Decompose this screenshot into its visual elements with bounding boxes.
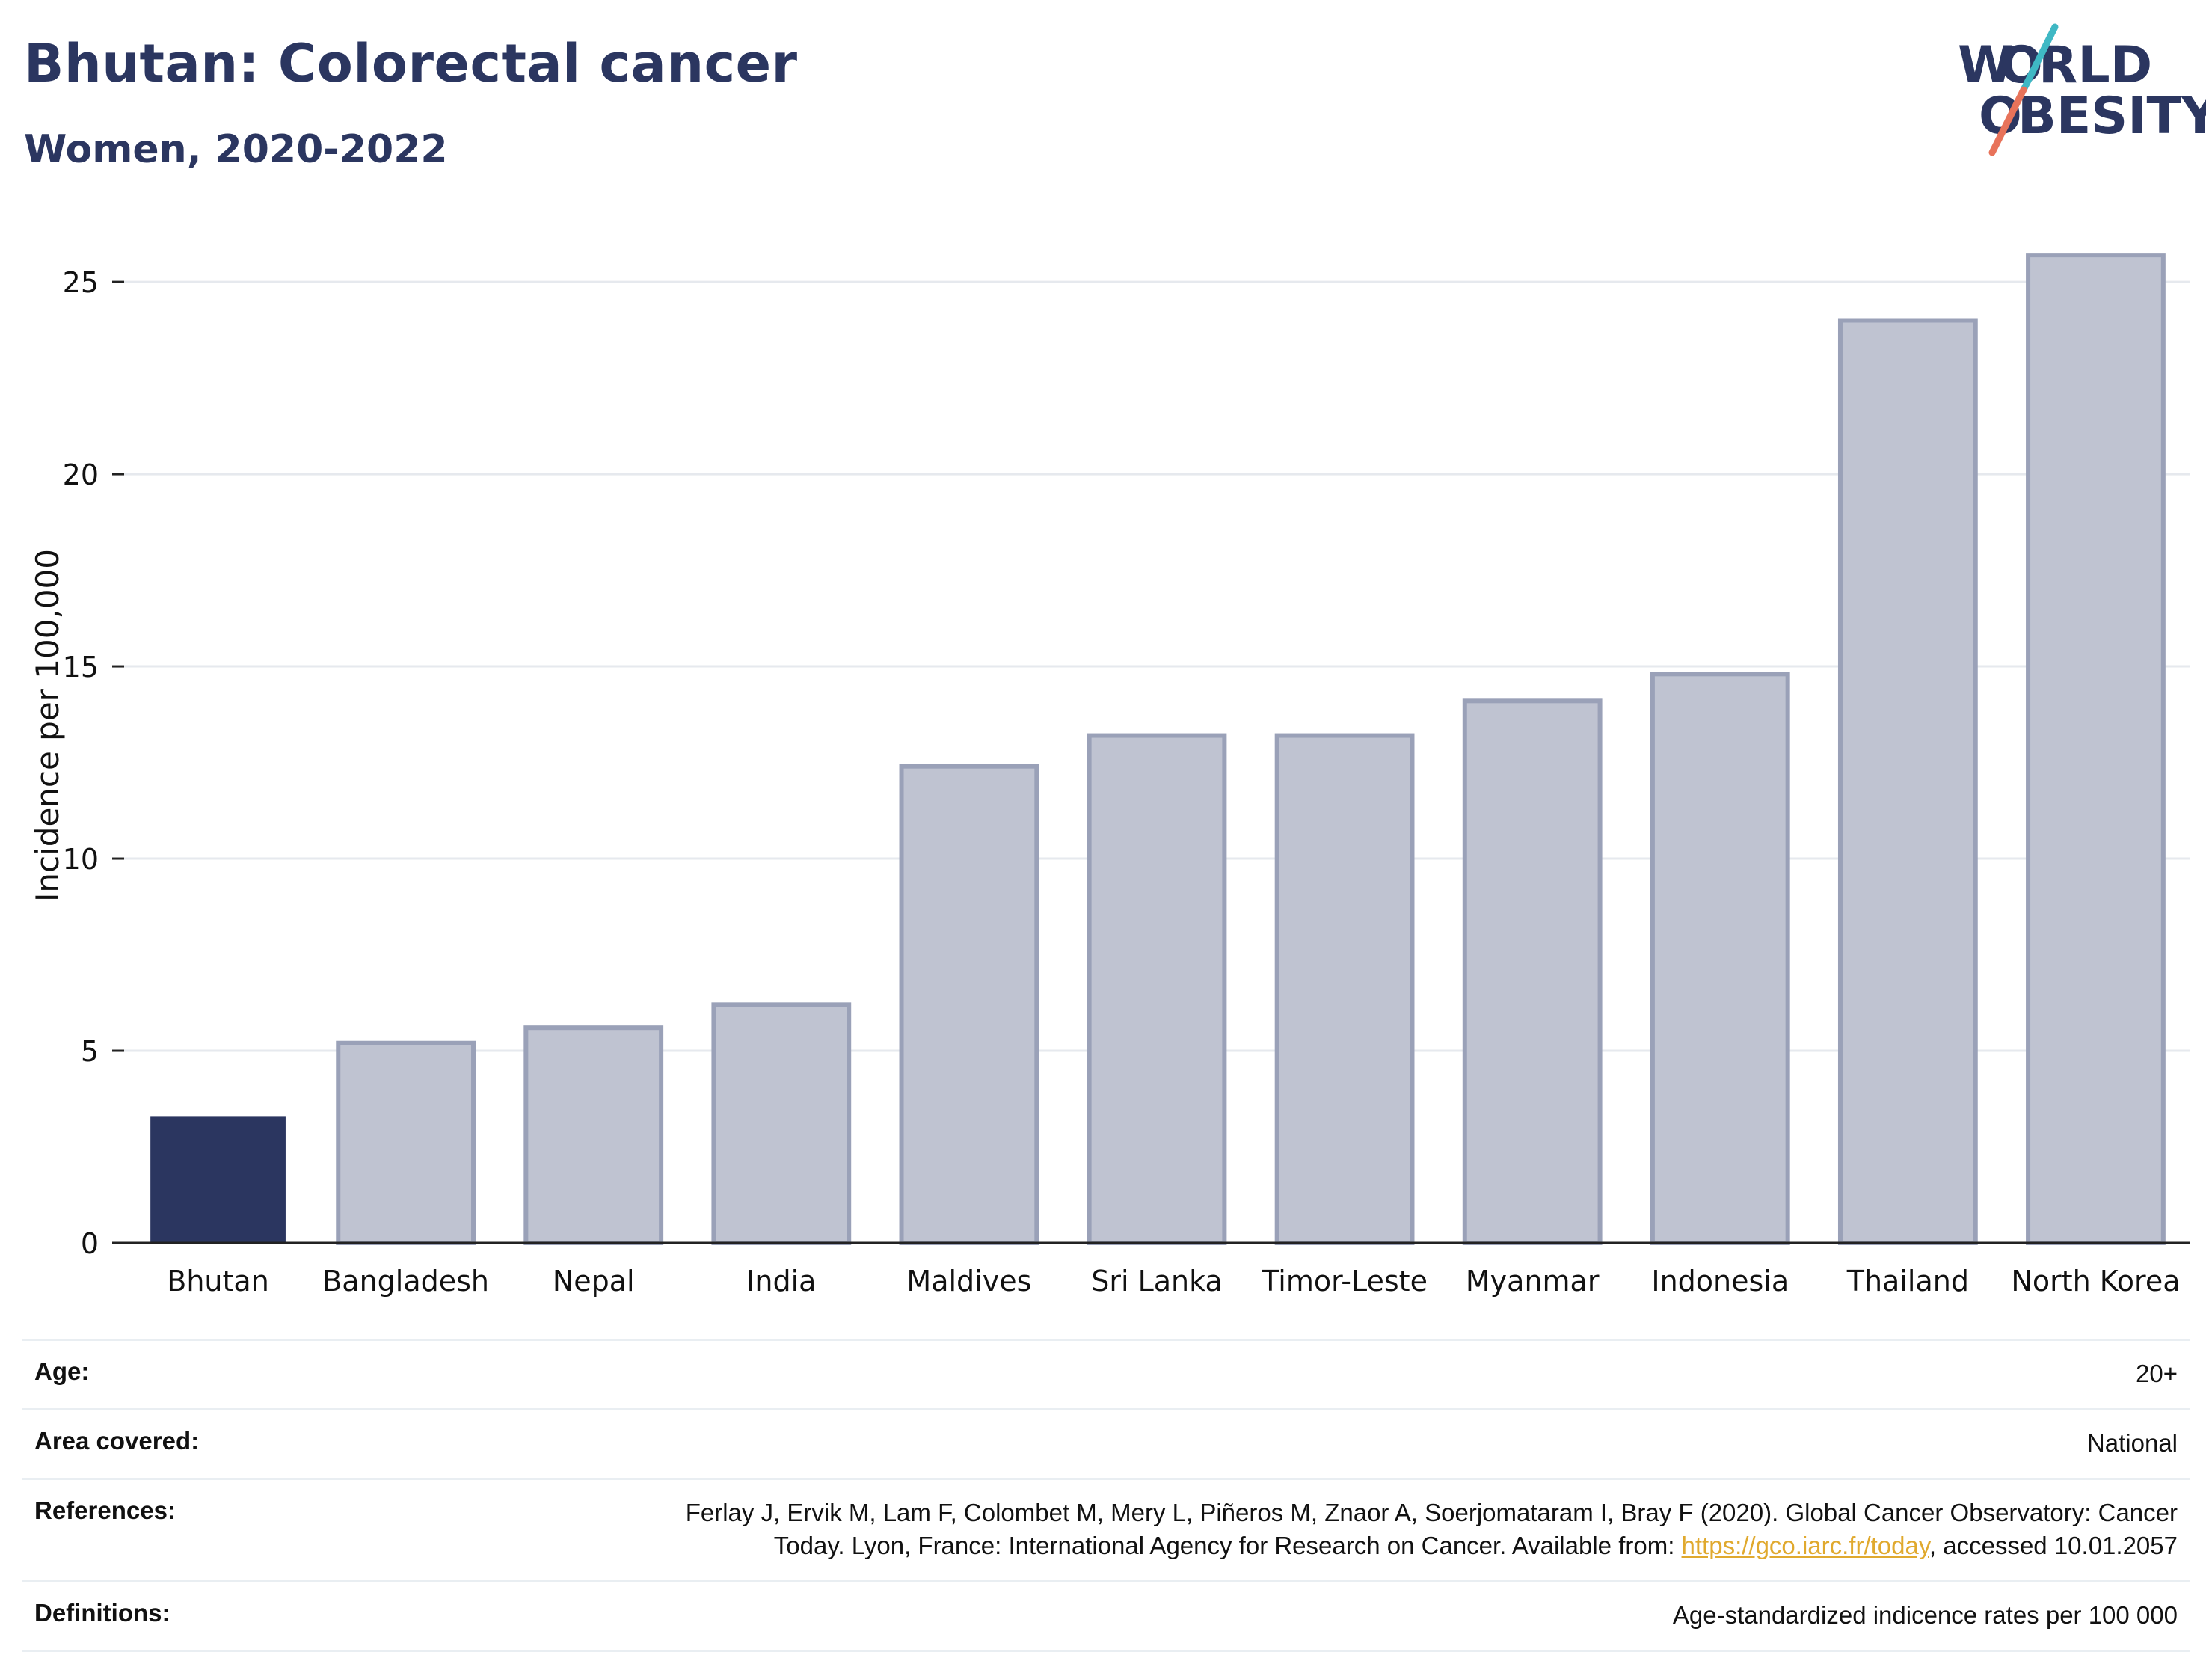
world-obesity-logo: W O RLD O BESITY <box>1958 23 2206 156</box>
chart-subtitle: Women, 2020-2022 <box>24 127 448 172</box>
bar-myanmar <box>1462 698 1603 1245</box>
bar-sri-lanka <box>1087 733 1227 1245</box>
references-line2-pre: Today. Lyon, France: International Agenc… <box>773 1532 1682 1559</box>
bar-maldives <box>899 764 1039 1245</box>
tick-labels: 0 5 10 15 20 25 Bhutan Bangladesh Nepal India Mald… <box>63 266 2181 1298</box>
age-label: Age: <box>34 1357 90 1385</box>
definitions-value: Age-standardized indicence rates per 100… <box>1672 1601 2178 1629</box>
bar-nepal <box>523 1025 664 1246</box>
bar-indonesia <box>1650 672 1790 1245</box>
meta-row-age: Age: 20+ <box>22 1339 2190 1408</box>
bar-bangladesh <box>336 1040 476 1245</box>
logo-line2-rest: BESITY <box>2018 87 2206 146</box>
area-label: Area covered: <box>34 1427 200 1455</box>
age-value: 20+ <box>2136 1360 2178 1387</box>
logo-line1-w: W <box>1958 36 2014 95</box>
x-tick-label: India <box>746 1265 816 1298</box>
x-tick-label: Bhutan <box>167 1265 269 1298</box>
y-tick-label: 10 <box>63 843 99 876</box>
y-tick-label: 5 <box>81 1035 99 1068</box>
metadata-table: Age: 20+ Area covered: National Referenc… <box>22 1339 2190 1652</box>
x-tick-label: Sri Lanka <box>1091 1265 1223 1298</box>
x-tick-label: Timor-Leste <box>1261 1265 1428 1298</box>
x-tick-label: North Korea <box>2011 1265 2180 1298</box>
bar-chart: 0 5 10 15 20 25 Bhutan Bangladesh Nepal India Mald… <box>29 253 2190 1298</box>
y-tick-label: 20 <box>63 458 99 491</box>
y-tick-label: 25 <box>63 266 99 299</box>
bar-north-korea <box>2026 253 2166 1246</box>
bars <box>150 253 2166 1246</box>
logo-slash-teal <box>2020 23 2059 93</box>
bar-bhutan <box>150 1116 286 1243</box>
x-tick-label: Maldives <box>906 1265 1031 1298</box>
y-tick-label: 0 <box>81 1227 99 1260</box>
x-tick-label: Indonesia <box>1651 1265 1789 1298</box>
x-tick-label: Bangladesh <box>322 1265 489 1298</box>
x-tick-label: Thailand <box>1846 1265 1969 1298</box>
y-axis-title: Incidence per 100,000 <box>29 549 66 902</box>
meta-row-area: Area covered: National <box>22 1408 2190 1478</box>
logo-line1-rest: RLD <box>2039 36 2152 95</box>
x-tick-label: Myanmar <box>1466 1265 1600 1298</box>
references-link[interactable]: https://gco.iarc.fr/today <box>1681 1532 1929 1559</box>
logo-slash-coral <box>1988 86 2027 156</box>
definitions-label: Definitions: <box>34 1599 170 1627</box>
references-line1: Ferlay J, Ervik M, Lam F, Colombet M, Me… <box>685 1499 2178 1526</box>
axes <box>112 280 2190 1244</box>
references-value: Ferlay J, Ervik M, Lam F, Colombet M, Me… <box>686 1496 2178 1562</box>
references-label: References: <box>34 1496 176 1524</box>
bar-india <box>711 1002 852 1245</box>
bar-timor-leste <box>1274 733 1415 1245</box>
chart-title: Bhutan: Colorectal cancer <box>24 33 798 94</box>
references-line2-post: , accessed 10.01.2057 <box>1929 1532 2178 1559</box>
x-tick-label: Nepal <box>553 1265 635 1298</box>
meta-row-definitions: Definitions: Age-standardized indicence … <box>22 1580 2190 1652</box>
y-tick-label: 15 <box>63 651 99 684</box>
area-value: National <box>2086 1429 2178 1457</box>
meta-row-references: References: Ferlay J, Ervik M, Lam F, Co… <box>22 1478 2190 1580</box>
bar-thailand <box>1837 318 1978 1245</box>
